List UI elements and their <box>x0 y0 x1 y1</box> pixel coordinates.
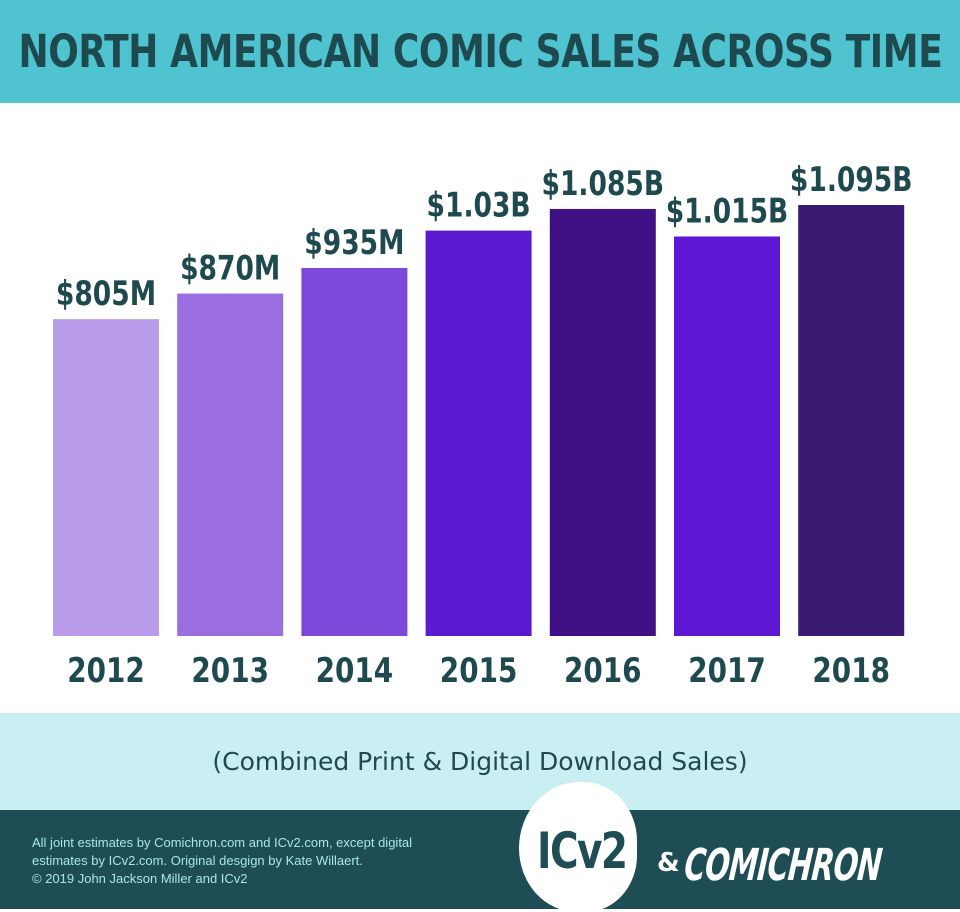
bar-2018 <box>798 205 905 636</box>
bar-2017 <box>674 236 780 636</box>
comichron-logo: COMICHRON <box>682 840 884 891</box>
data-label-2015: $1.03B <box>427 186 531 225</box>
bar-2014 <box>301 267 408 636</box>
logos: ICv2 & COMICHRON <box>505 782 960 912</box>
x-tick-label-2016: 2016 <box>564 651 642 690</box>
icv2-logo-badge <box>519 782 637 912</box>
data-label-2016: $1.085B <box>542 165 665 204</box>
data-label-2013: $870M <box>180 249 280 288</box>
x-tick-label-2018: 2018 <box>812 651 890 690</box>
chart-subtitle: (Combined Print & Digital Download Sales… <box>212 747 748 776</box>
icv2-logo: ICv2 <box>537 822 628 880</box>
chart-title: NORTH AMERICAN COMIC SALES ACROSS TIME <box>18 25 942 78</box>
x-tick-label-2015: 2015 <box>440 651 518 690</box>
bar-2012 <box>53 319 159 636</box>
credits-line: © 2019 John Jackson Miller and ICv2 <box>32 871 248 886</box>
x-tick-label-2013: 2013 <box>191 651 269 690</box>
bar-2016 <box>549 208 656 636</box>
chart-header: NORTH AMERICAN COMIC SALES ACROSS TIME <box>0 0 960 103</box>
data-label-2012: $805M <box>56 275 156 314</box>
data-label-2017: $1.015B <box>666 192 789 231</box>
bar-2013 <box>177 293 284 636</box>
x-tick-label-2017: 2017 <box>688 651 766 690</box>
x-tick-label-2014: 2014 <box>316 651 394 690</box>
ampersand: & <box>657 848 680 878</box>
credits-line: All joint estimates by Comichron.com and… <box>32 835 413 850</box>
subtitle-band: (Combined Print & Digital Download Sales… <box>0 713 960 810</box>
data-label-2014: $935M <box>304 224 404 263</box>
x-tick-label-2012: 2012 <box>67 651 145 690</box>
chart-area: $805M 2012 $870M 2013 $935M 2014 $1.03B 2015 $1.… <box>0 103 960 713</box>
credits: All joint estimates by Comichron.com and… <box>32 834 412 888</box>
bar-chart: $805M 2012 $870M 2013 $935M 2014 $1.03B 2015 $1.… <box>53 161 913 691</box>
credits-line: estimates by ICv2.com. Original desgign … <box>32 853 363 868</box>
bar-2015 <box>425 230 532 636</box>
data-label-2018: $1.095B <box>790 161 913 200</box>
footer: All joint estimates by Comichron.com and… <box>0 782 960 912</box>
